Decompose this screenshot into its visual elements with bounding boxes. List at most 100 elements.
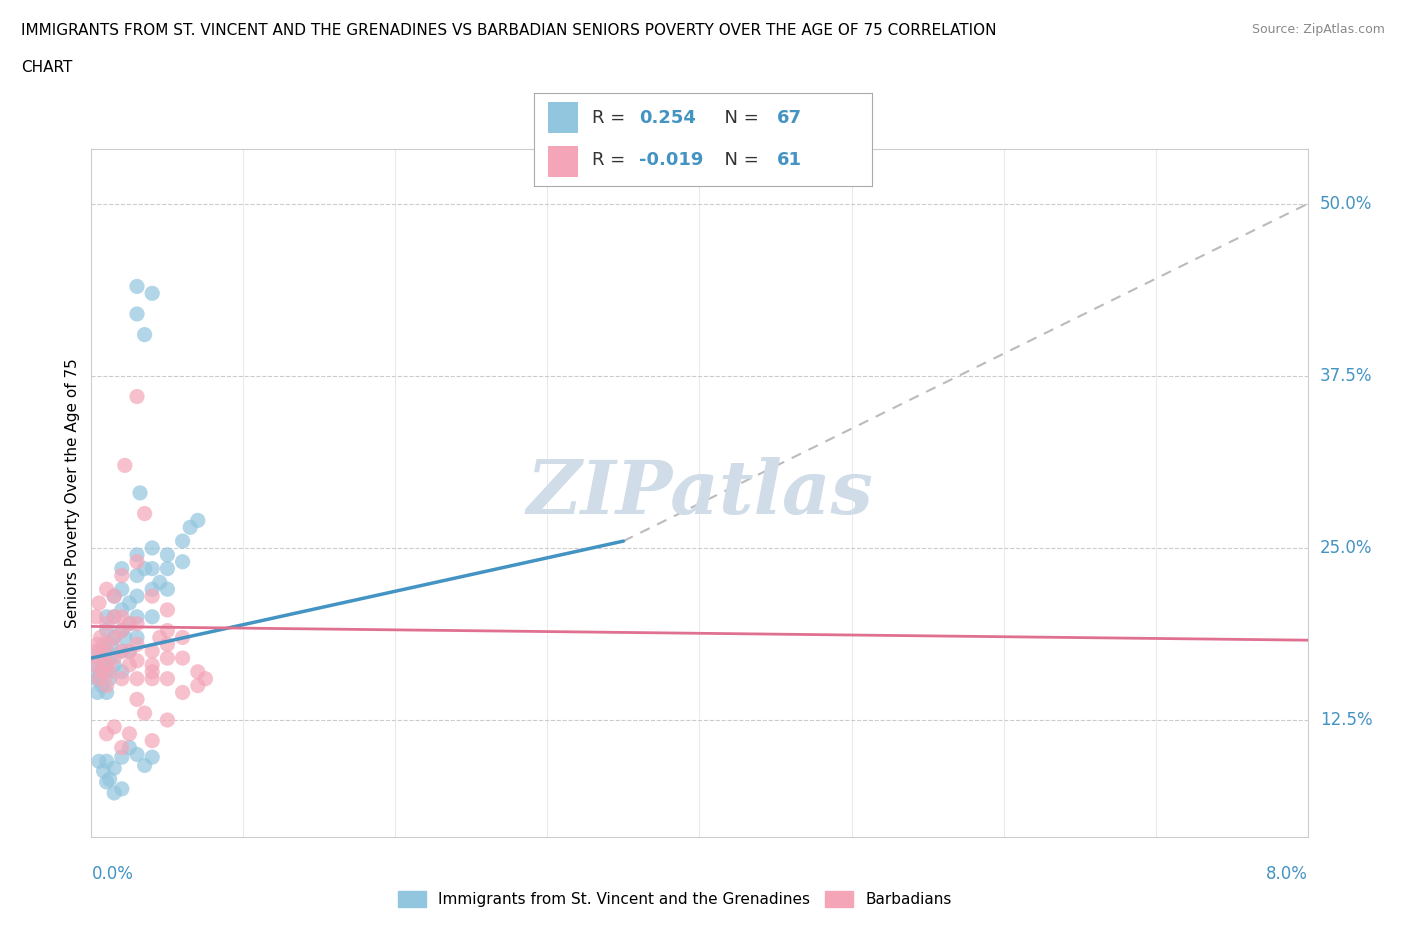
Bar [548, 102, 578, 133]
Point [98, 671, 121, 686]
Point [118, 658, 141, 672]
Point [141, 286, 163, 300]
Point [86, 685, 108, 700]
Point [100, 637, 122, 652]
Point [134, 506, 156, 521]
Point [125, 630, 148, 644]
Point [103, 658, 125, 672]
Point [141, 671, 163, 686]
Text: CHART: CHART [21, 60, 73, 75]
Point [103, 786, 125, 801]
Point [96, 754, 118, 769]
Point [83, 658, 105, 672]
Point [149, 575, 172, 590]
Legend: Immigrants from St. Vincent and the Grenadines, Barbadians: Immigrants from St. Vincent and the Gren… [392, 884, 957, 913]
Point [111, 644, 134, 658]
Point [96, 658, 118, 672]
Point [149, 630, 172, 644]
Point [96, 726, 118, 741]
Point [172, 630, 194, 644]
Text: 25.0%: 25.0% [1320, 539, 1372, 557]
Point [156, 582, 179, 597]
Text: R =: R = [592, 152, 631, 169]
Text: 67: 67 [778, 109, 803, 126]
Point [141, 561, 163, 576]
Point [172, 685, 194, 700]
Point [141, 733, 163, 748]
Point [156, 561, 179, 576]
Point [114, 630, 136, 644]
Point [98, 772, 121, 787]
Point [96, 617, 118, 631]
Point [156, 651, 179, 666]
Point [93, 637, 115, 652]
Point [111, 623, 134, 638]
Point [87, 651, 110, 666]
Point [96, 644, 118, 658]
Point [111, 740, 134, 755]
Point [156, 671, 179, 686]
Point [156, 712, 179, 727]
Point [87, 595, 110, 610]
Point [125, 548, 148, 563]
Point [129, 485, 152, 500]
Point [141, 582, 163, 597]
Point [111, 582, 134, 597]
Point [125, 568, 148, 583]
Text: Source: ZipAtlas.com: Source: ZipAtlas.com [1251, 23, 1385, 36]
Point [96, 775, 118, 790]
Point [134, 706, 156, 721]
Point [118, 644, 141, 658]
Point [172, 534, 194, 549]
Point [91, 678, 114, 693]
Text: 50.0%: 50.0% [1320, 195, 1372, 213]
Point [111, 561, 134, 576]
Point [156, 637, 179, 652]
Point [83, 644, 105, 658]
Point [91, 664, 114, 679]
Point [134, 758, 156, 773]
Point [125, 637, 148, 652]
Text: 61: 61 [778, 152, 803, 169]
Point [179, 520, 201, 535]
Text: 37.5%: 37.5% [1320, 367, 1372, 385]
Point [125, 747, 148, 762]
Text: -0.019: -0.019 [638, 152, 703, 169]
Point [103, 609, 125, 624]
Point [134, 327, 156, 342]
Point [103, 609, 125, 624]
Point [118, 617, 141, 631]
Point [89, 630, 111, 644]
Point [111, 671, 134, 686]
Point [103, 651, 125, 666]
Point [111, 664, 134, 679]
Point [111, 781, 134, 796]
Text: ZIPatlas: ZIPatlas [526, 457, 873, 529]
Point [96, 582, 118, 597]
Point [156, 603, 179, 618]
Point [125, 554, 148, 569]
Point [103, 589, 125, 604]
Point [86, 637, 108, 652]
Point [93, 658, 115, 672]
Point [156, 548, 179, 563]
Point [118, 595, 141, 610]
Bar [548, 146, 578, 177]
Point [89, 664, 111, 679]
Point [187, 664, 209, 679]
Point [125, 279, 148, 294]
Point [96, 664, 118, 679]
Point [103, 589, 125, 604]
Point [87, 671, 110, 686]
Point [111, 644, 134, 658]
Point [172, 651, 194, 666]
Point [93, 644, 115, 658]
Point [125, 589, 148, 604]
Y-axis label: Seniors Poverty Over the Age of 75: Seniors Poverty Over the Age of 75 [65, 358, 80, 628]
Point [134, 561, 156, 576]
Point [87, 754, 110, 769]
Point [125, 307, 148, 322]
Point [187, 678, 209, 693]
Text: R =: R = [592, 109, 631, 126]
Point [111, 609, 134, 624]
